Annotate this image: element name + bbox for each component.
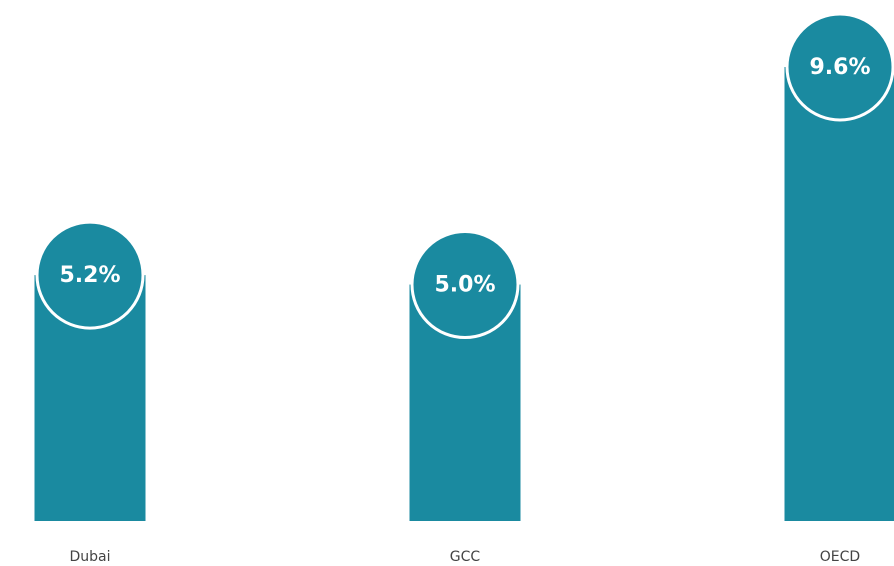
x-tick-label: OECD [820,549,860,565]
x-tick-label: Dubai [69,549,110,565]
value-label: 5.0% [434,273,495,298]
value-label: 9.6% [809,55,870,80]
x-tick-label: GCC [450,549,481,565]
bar [784,67,894,521]
value-label: 5.2% [59,263,120,288]
value-bubble [785,12,894,122]
value-bubble [410,230,520,340]
value-bubble [35,220,145,330]
